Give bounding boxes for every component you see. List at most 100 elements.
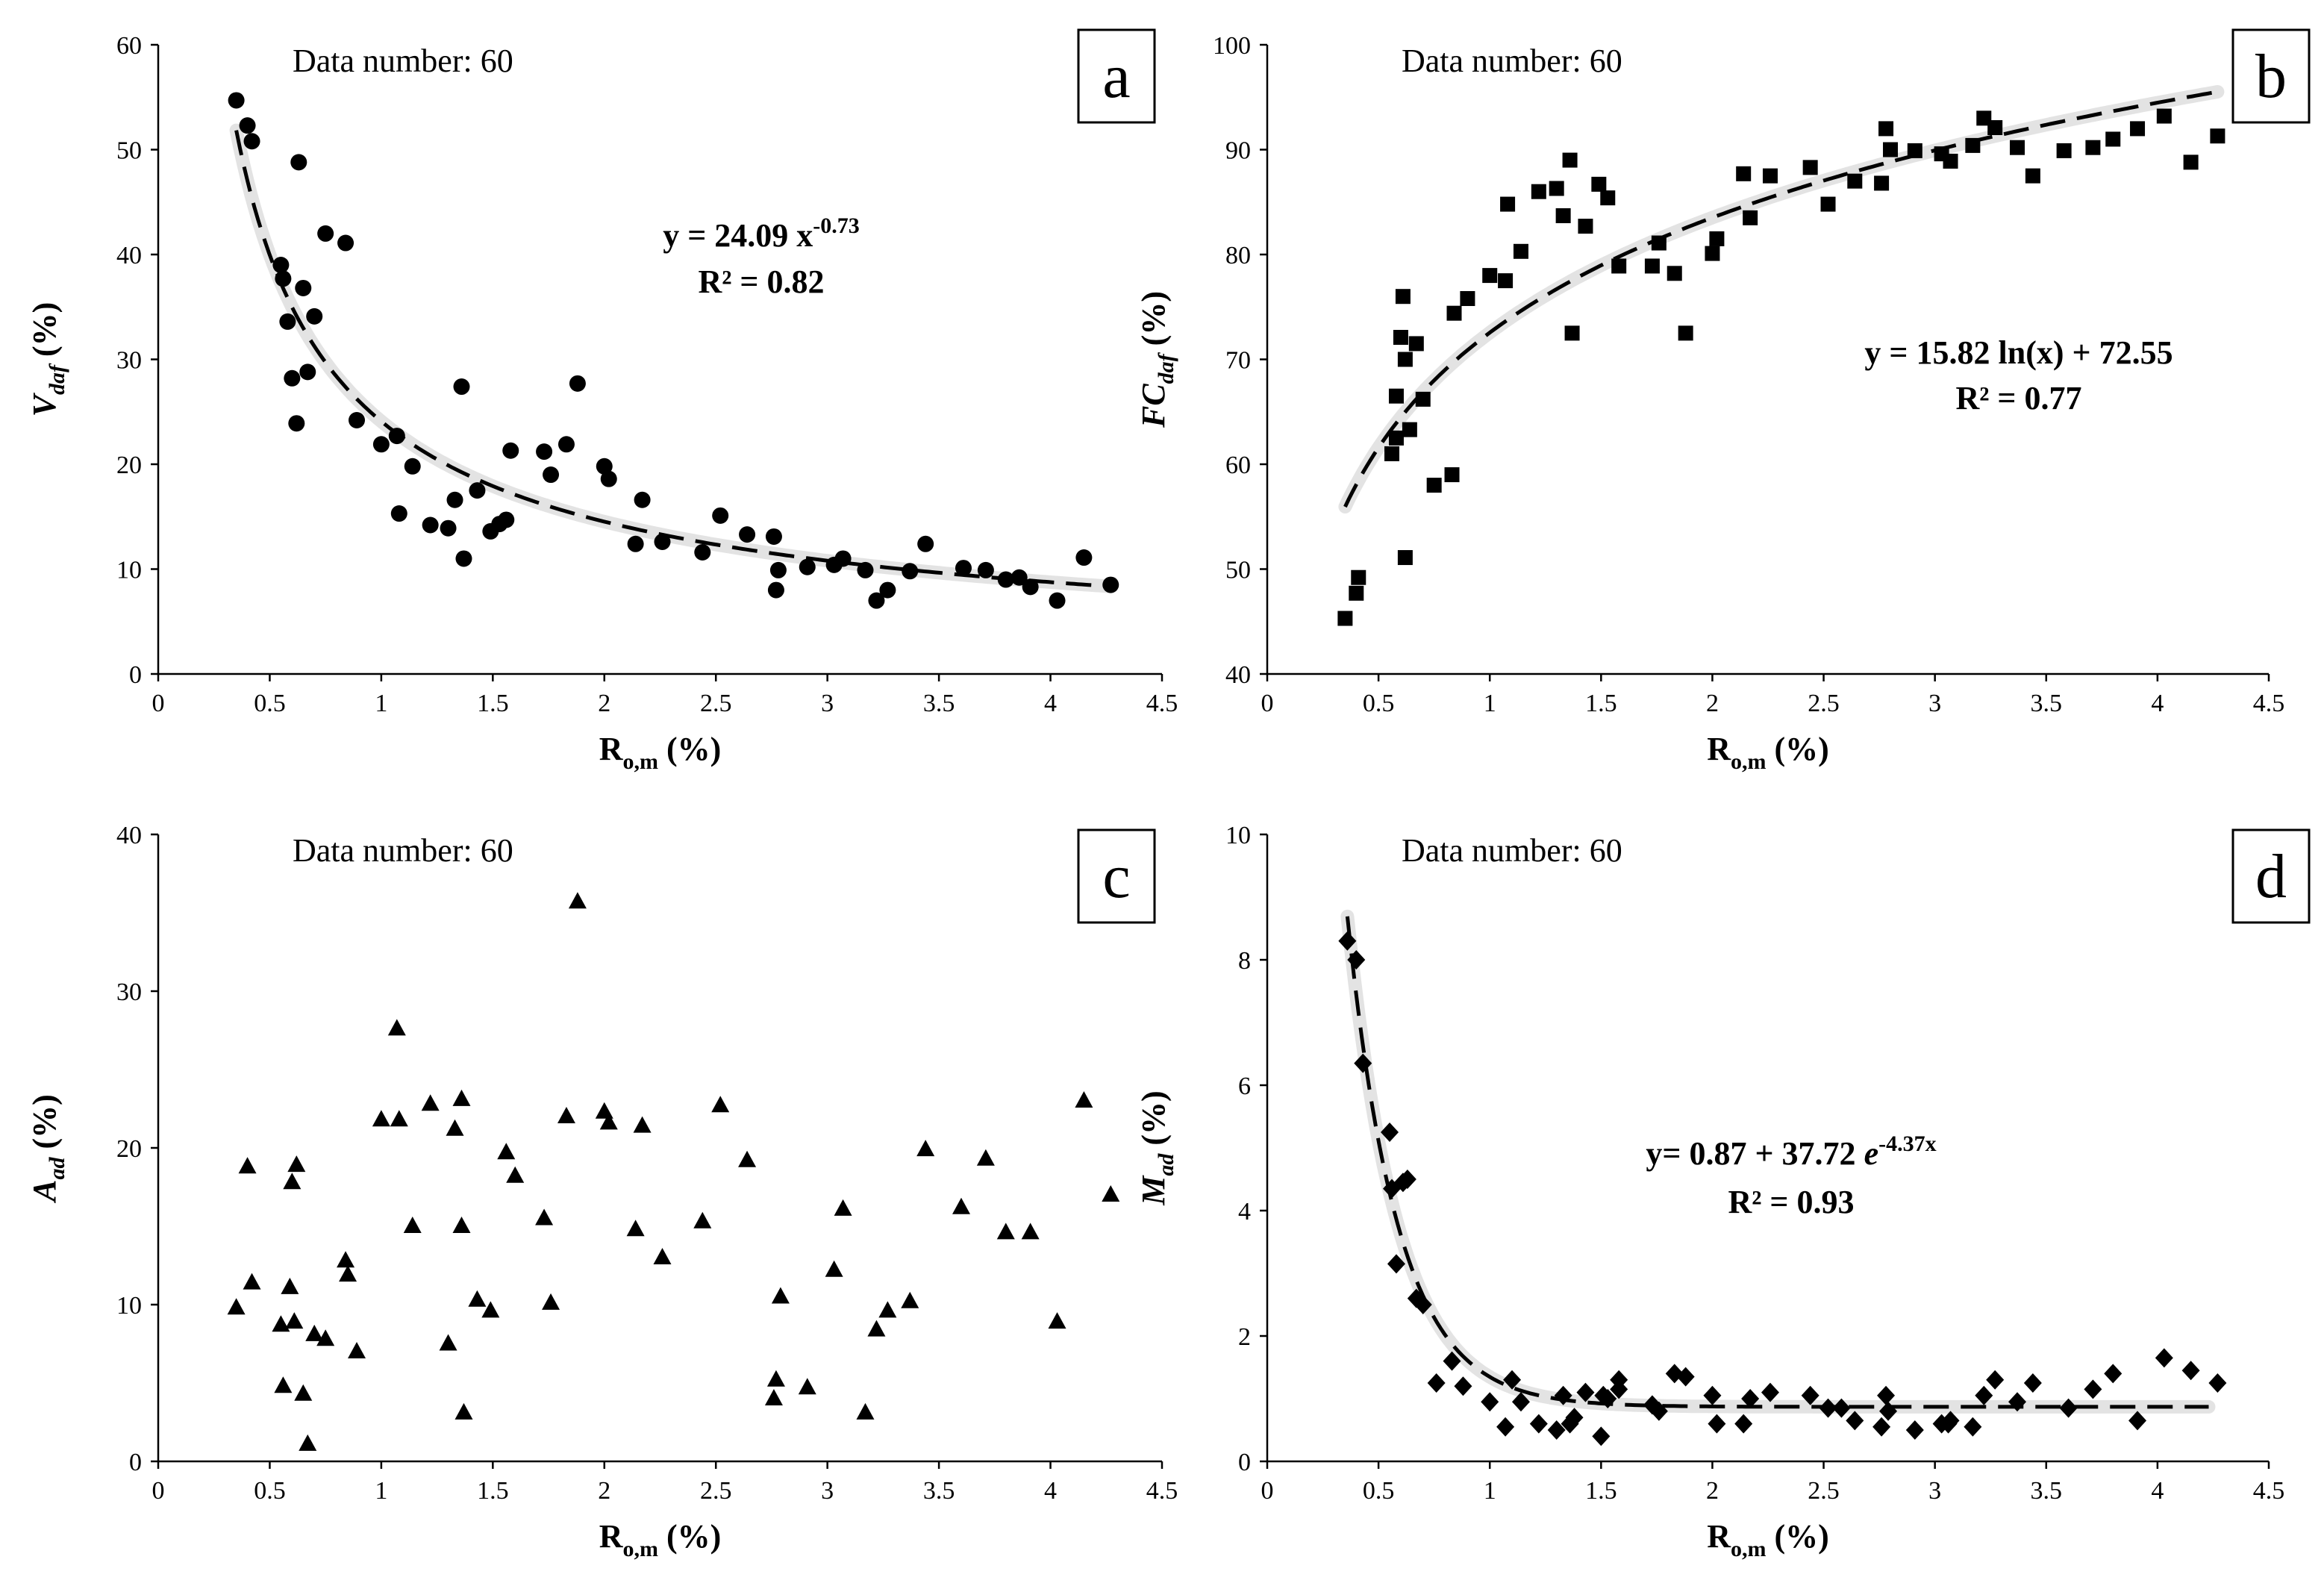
x-tick-label: 4: [2151, 1477, 2164, 1505]
data-point: [1022, 578, 1039, 596]
data-point: [228, 92, 245, 109]
data-point: [1879, 1401, 1898, 1421]
data-point: [633, 1116, 652, 1133]
data-point: [1975, 1385, 1993, 1405]
r-squared: R² = 0.82: [698, 263, 824, 300]
data-point: [295, 279, 312, 296]
data-point: [1644, 258, 1660, 274]
data-point: [1388, 388, 1404, 404]
data-point: [2155, 1348, 2173, 1368]
data-point: [834, 550, 852, 567]
fit-equation: y= 0.87 + 37.72 e-4.37x: [1646, 1131, 1936, 1172]
data-point: [771, 1287, 790, 1304]
data-point: [2105, 131, 2121, 147]
x-tick-label: 1.5: [477, 690, 509, 717]
panel-label-box: [1077, 828, 1156, 924]
data-point: [452, 1217, 471, 1233]
data-point: [281, 1277, 299, 1294]
data-point: [1338, 931, 1357, 951]
data-point: [634, 491, 651, 508]
data-point: [2104, 1364, 2122, 1384]
y-tick-label: 0: [129, 1449, 142, 1476]
data-point: [1444, 467, 1460, 483]
data-point: [568, 892, 587, 909]
data-point: [421, 1094, 440, 1111]
data-point: [997, 571, 1014, 588]
data-point: [1482, 268, 1498, 284]
data-point: [1736, 166, 1752, 181]
data-point: [481, 1301, 500, 1318]
data-point: [1498, 273, 1514, 289]
x-tick-label: 0: [1261, 690, 1274, 717]
data-point: [1446, 305, 1462, 321]
data-point: [1075, 1091, 1093, 1108]
x-tick-label: 1: [375, 1477, 387, 1505]
panel-d: 0 0.5 1 1.5 2 2.5 3 3.5 4 4.5 0 2 4 6 8 10 Ro,m (%) Mad (…: [1135, 822, 2311, 1561]
trendline-shadow: [229, 123, 1118, 593]
data-point: [1337, 611, 1353, 626]
data-point: [2183, 154, 2199, 170]
x-tick-label: 3: [1928, 690, 1941, 717]
data-point: [390, 1110, 408, 1127]
data-point: [1762, 168, 1778, 184]
data-point: [469, 482, 486, 499]
data-point: [2085, 140, 2101, 155]
data-point: [2010, 140, 2025, 155]
data-point: [1651, 235, 1667, 251]
data-point: [2128, 1411, 2147, 1431]
data-point: [1408, 336, 1424, 352]
data-point: [543, 466, 560, 484]
data-point: [455, 1402, 473, 1420]
x-tick-label: 2: [1706, 1477, 1719, 1505]
data-point: [299, 1434, 317, 1451]
data-point: [285, 1312, 304, 1329]
data-point: [1381, 1123, 1399, 1142]
data-point: [1049, 592, 1066, 609]
data-point: [422, 516, 439, 534]
data-point: [557, 1107, 575, 1123]
data-point: [600, 470, 617, 487]
y-tick-label: 4: [1238, 1198, 1251, 1226]
data-point: [1872, 1417, 1891, 1437]
fit-equation: y = 15.82 ln(x) + 72.55: [1864, 334, 2172, 371]
y-tick-label: 30: [116, 978, 142, 1006]
data-point: [2130, 121, 2146, 137]
panel-label-box: [2231, 28, 2311, 124]
data-point: [316, 1329, 335, 1346]
data-point: [1454, 1376, 1472, 1396]
data-point: [769, 561, 787, 578]
y-tick-label: 40: [116, 822, 142, 849]
data-point: [1397, 352, 1413, 367]
data-point: [1703, 1385, 1722, 1405]
data-point: [1678, 325, 1693, 341]
x-axis-label: Ro,m (%): [599, 1518, 722, 1561]
data-point: [1427, 1373, 1446, 1393]
y-tick-label: 10: [1225, 822, 1251, 849]
data-point: [976, 1149, 995, 1166]
data-point: [1743, 210, 1758, 225]
data-point: [1102, 576, 1119, 593]
x-tick-label: 3: [821, 690, 834, 717]
data-point: [1819, 1398, 1837, 1418]
data-point: [1387, 1254, 1405, 1274]
data-point: [627, 535, 644, 552]
data-point: [440, 519, 457, 537]
data-point: [1705, 246, 1720, 261]
y-tick-label: 0: [1238, 1449, 1251, 1476]
data-point: [1511, 1392, 1530, 1412]
data-point: [1075, 549, 1093, 566]
data-point: [2025, 168, 2040, 184]
data-point: [765, 528, 782, 545]
y-tick-label: 30: [116, 347, 142, 375]
data-point: [1802, 160, 1818, 175]
data-point: [1592, 1426, 1611, 1446]
data-point: [506, 1166, 525, 1183]
data-point: [595, 1102, 613, 1119]
x-tick-label: 4.5: [2253, 1477, 2285, 1505]
data-point: [337, 234, 354, 252]
x-tick-label: 3: [821, 1477, 834, 1505]
data-point: [284, 369, 301, 387]
data-point: [1565, 1408, 1584, 1428]
data-point: [536, 443, 553, 461]
